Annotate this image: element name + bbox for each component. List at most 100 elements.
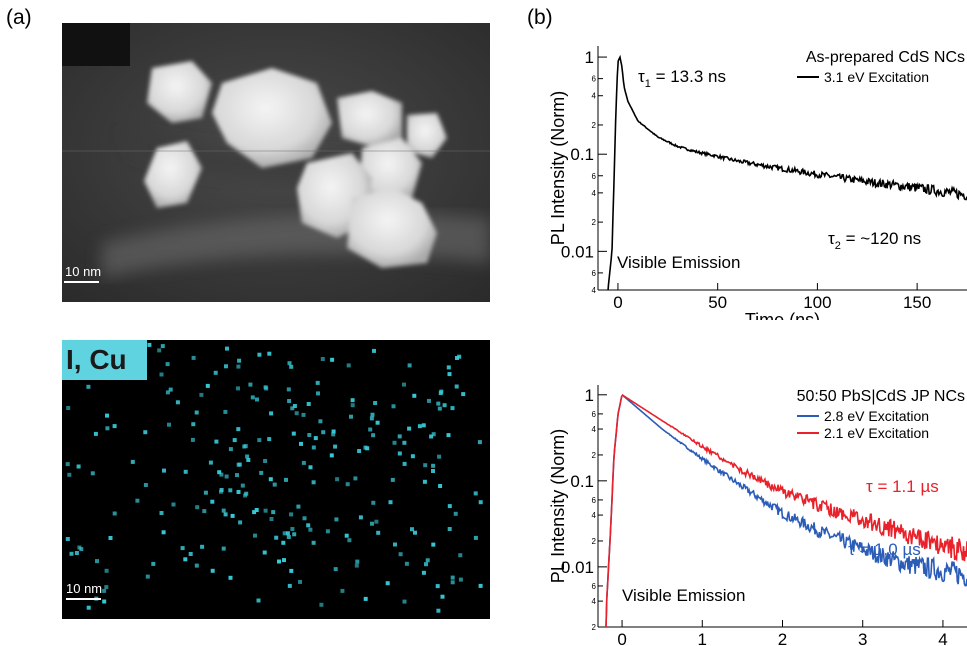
- chart-title: 50:50 PbS|CdS JP NCs: [797, 388, 965, 405]
- eds-dot: [375, 420, 380, 425]
- eds-dot: [354, 563, 359, 568]
- eds-dot: [407, 363, 412, 368]
- eds-dot: [447, 372, 452, 377]
- eds-dot: [250, 395, 255, 400]
- x-tick-label: 0: [613, 293, 622, 312]
- eds-dot: [402, 461, 407, 466]
- eds-dot: [307, 433, 312, 437]
- eds-dot: [112, 511, 117, 516]
- eds-dot: [86, 605, 91, 610]
- x-tick-label: 3: [858, 630, 867, 646]
- x-tick-label: 1: [698, 630, 707, 646]
- eds-dot: [76, 464, 81, 469]
- eds-dot: [202, 509, 207, 514]
- x-tick-label: 4: [938, 630, 947, 646]
- eds-dot: [333, 444, 338, 449]
- eds-dot: [282, 558, 286, 563]
- eds-dot: [438, 484, 443, 488]
- eds-dot: [74, 551, 79, 555]
- eds-dot: [421, 423, 426, 428]
- y-tick-label: 0.1: [570, 472, 594, 491]
- eds-dot: [374, 519, 379, 524]
- eds-dot: [344, 533, 349, 538]
- eds-dot: [438, 391, 443, 396]
- eds-map-dots: [65, 342, 483, 613]
- eds-dot: [308, 465, 313, 470]
- eds-dot: [350, 398, 355, 403]
- eds-dot: [447, 504, 452, 509]
- eds-dot: [237, 358, 242, 363]
- eds-dot: [93, 431, 98, 436]
- eds-dot: [437, 454, 442, 459]
- y-minor-tick-label: 2: [592, 121, 597, 130]
- eds-dot: [453, 511, 458, 516]
- eds-dot: [210, 568, 215, 573]
- eds-dot: [435, 584, 440, 589]
- eds-dot: [256, 598, 261, 603]
- eds-dot: [397, 434, 402, 439]
- eds-dot: [165, 390, 170, 395]
- eds-dot: [254, 508, 259, 512]
- eds-dot: [298, 579, 302, 584]
- eds-dot: [86, 384, 91, 389]
- eds-dot: [442, 403, 447, 408]
- y-minor-tick-label: 6: [592, 582, 597, 591]
- eds-dot: [427, 398, 431, 403]
- eds-dot: [287, 583, 292, 588]
- eds-dot: [264, 386, 269, 391]
- eds-dot: [301, 412, 306, 417]
- eds-dot: [168, 387, 173, 392]
- eds-dot: [436, 608, 441, 613]
- eds-dot: [346, 363, 351, 368]
- eds-dot: [431, 469, 435, 473]
- eds-dot: [224, 474, 229, 479]
- eds-dot: [431, 463, 436, 468]
- eds-dot: [65, 462, 70, 467]
- eds-dot: [281, 540, 286, 545]
- haadf-scalebar-line: [64, 281, 99, 283]
- eds-dot: [385, 581, 390, 586]
- eds-dot: [253, 533, 257, 538]
- eds-dot: [236, 427, 241, 432]
- haadf-scalebar-label: 10 nm: [65, 264, 102, 279]
- eds-dot: [240, 483, 245, 488]
- x-tick-label: 150: [903, 293, 931, 312]
- eds-dot: [290, 527, 295, 531]
- y-tick-label: 0.1: [570, 145, 594, 164]
- eds-dot: [365, 446, 370, 451]
- eds-dot: [422, 479, 427, 484]
- panel-label-a: (a): [6, 6, 32, 29]
- eds-dot: [228, 488, 233, 493]
- y-minor-tick-label: 2: [592, 451, 597, 460]
- eds-dot: [431, 432, 436, 437]
- eds-dot: [299, 441, 303, 446]
- eds-dot: [376, 530, 381, 535]
- eds-dot: [257, 352, 262, 357]
- eds-dot: [423, 463, 428, 468]
- haadf-micrograph: 10 nm: [62, 23, 490, 302]
- eds-dot: [393, 542, 397, 547]
- eds-dot: [219, 472, 224, 477]
- y-minor-tick-label: 2: [592, 537, 597, 546]
- legend-label: 2.8 eV Excitation: [824, 408, 929, 424]
- eds-dot: [242, 444, 247, 449]
- eds-dot: [458, 553, 463, 558]
- eds-dot: [268, 477, 273, 482]
- eds-dot: [294, 411, 299, 416]
- eds-dot: [284, 477, 288, 482]
- eds-dot: [105, 426, 110, 431]
- legend-label: 3.1 eV Excitation: [824, 69, 929, 85]
- eds-dot: [143, 483, 148, 487]
- eds-dot: [289, 364, 294, 369]
- eds-dot: [167, 422, 171, 427]
- eds-dot: [151, 561, 156, 566]
- tau2-annotation: τ2 = ~120 ns: [828, 229, 921, 252]
- legend-label: 2.1 eV Excitation: [824, 425, 929, 441]
- eds-dot: [357, 449, 362, 453]
- eds-dot: [225, 346, 229, 351]
- eds-dot: [248, 382, 253, 387]
- eds-dot: [235, 473, 239, 478]
- map-scalebar-label: 10 nm: [66, 581, 103, 596]
- eds-dot: [331, 429, 336, 434]
